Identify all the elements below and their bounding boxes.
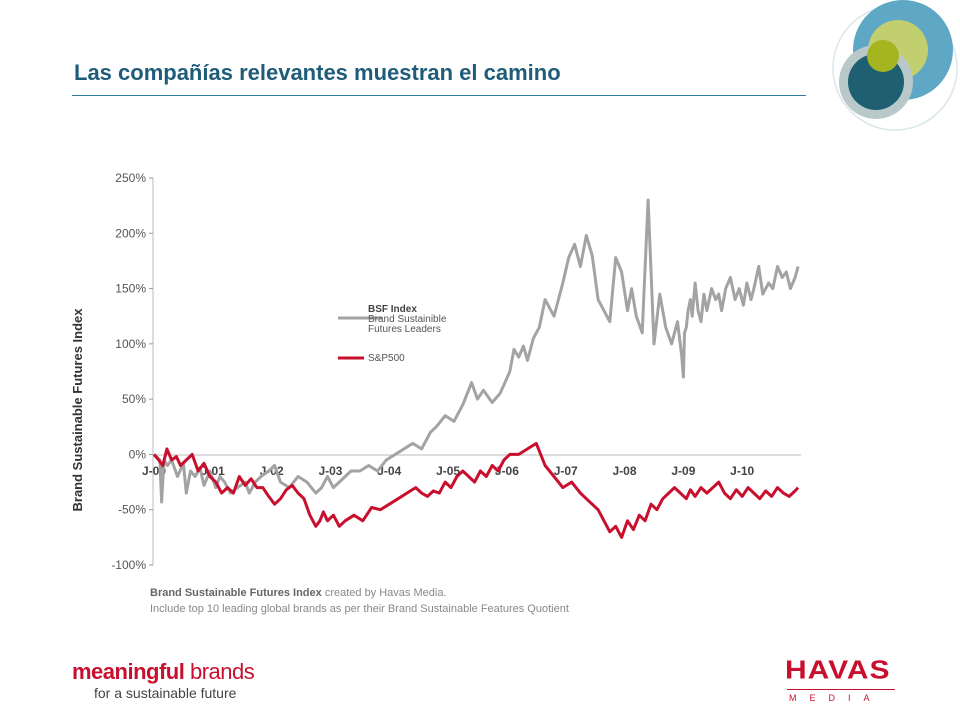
y-tick-label: 150% xyxy=(115,282,146,296)
y-tick-label: 100% xyxy=(115,337,146,351)
y-tick-label: 0% xyxy=(129,447,147,461)
decorative-circles-icon xyxy=(832,0,958,131)
y-tick-label: 250% xyxy=(115,171,146,185)
y-axis-label: Brand Sustainable Futures Index xyxy=(70,308,85,512)
y-tick-label: 200% xyxy=(115,226,146,240)
line-chart: 250%200%150%100%50%0%-50%-100% J-00 J-01 J… xyxy=(70,171,801,615)
logo-tagline: for a sustainable future xyxy=(94,685,237,701)
y-tick-label: -50% xyxy=(118,503,146,517)
havas-divider xyxy=(787,689,895,690)
caption-rest: created by Havas Media. xyxy=(322,587,447,599)
x-tick-label: J-09 xyxy=(671,464,695,478)
meaningful-brands-logo: meaningful brands for a sustainable futu… xyxy=(72,659,255,702)
series-line-bsf-index xyxy=(152,198,800,504)
x-tick-label: J-08 xyxy=(613,464,637,478)
legend-entry-sp500: S&P500 xyxy=(338,353,405,364)
legend-entry-bsf: BSF Index Brand Sustainible Futures Lead… xyxy=(338,304,447,335)
chart-caption-line1: Brand Sustainable Futures Index created … xyxy=(150,587,447,599)
x-tick-label: J-04 xyxy=(377,464,401,478)
x-tick-label: J-05 xyxy=(436,464,460,478)
legend-line1-bsf: Brand Sustainible xyxy=(368,314,447,325)
title-divider xyxy=(72,95,806,96)
series-line-sp500 xyxy=(152,441,800,539)
havas-media-subtitle: MEDIA xyxy=(789,693,883,703)
legend-title-bsf: BSF Index xyxy=(368,304,417,315)
slide-title: Las compañías relevantes muestran el cam… xyxy=(74,60,561,85)
x-tick-label: J-03 xyxy=(318,464,342,478)
legend: BSF Index Brand Sustainible Futures Lead… xyxy=(338,304,447,364)
caption-bold: Brand Sustainable Futures Index xyxy=(150,587,323,599)
logo-word-meaningful: meaningful xyxy=(72,659,185,684)
y-tick-label: -100% xyxy=(111,558,146,572)
y-tick-label: 50% xyxy=(122,392,146,406)
x-tick-label: J-10 xyxy=(730,464,754,478)
legend-title-sp500: S&P500 xyxy=(368,353,405,364)
x-tick-label: J-07 xyxy=(554,464,578,478)
legend-line2-bsf: Futures Leaders xyxy=(368,324,441,335)
havas-wordmark: HAVAS xyxy=(785,656,891,685)
series-lines xyxy=(152,198,800,539)
havas-media-logo: HAVAS MEDIA xyxy=(785,658,897,703)
y-ticks: 250% 200% 150% 100% 50% 0% -50% -100% xyxy=(111,171,153,572)
logo-word-brands: brands xyxy=(184,659,255,684)
chart-caption-line2: Include top 10 leading global brands as … xyxy=(150,603,569,615)
x-ticks: J-00 J-01 J-02 J-03 J-04 J-05 J-06 J-07 J-08 J-09… xyxy=(142,464,755,478)
